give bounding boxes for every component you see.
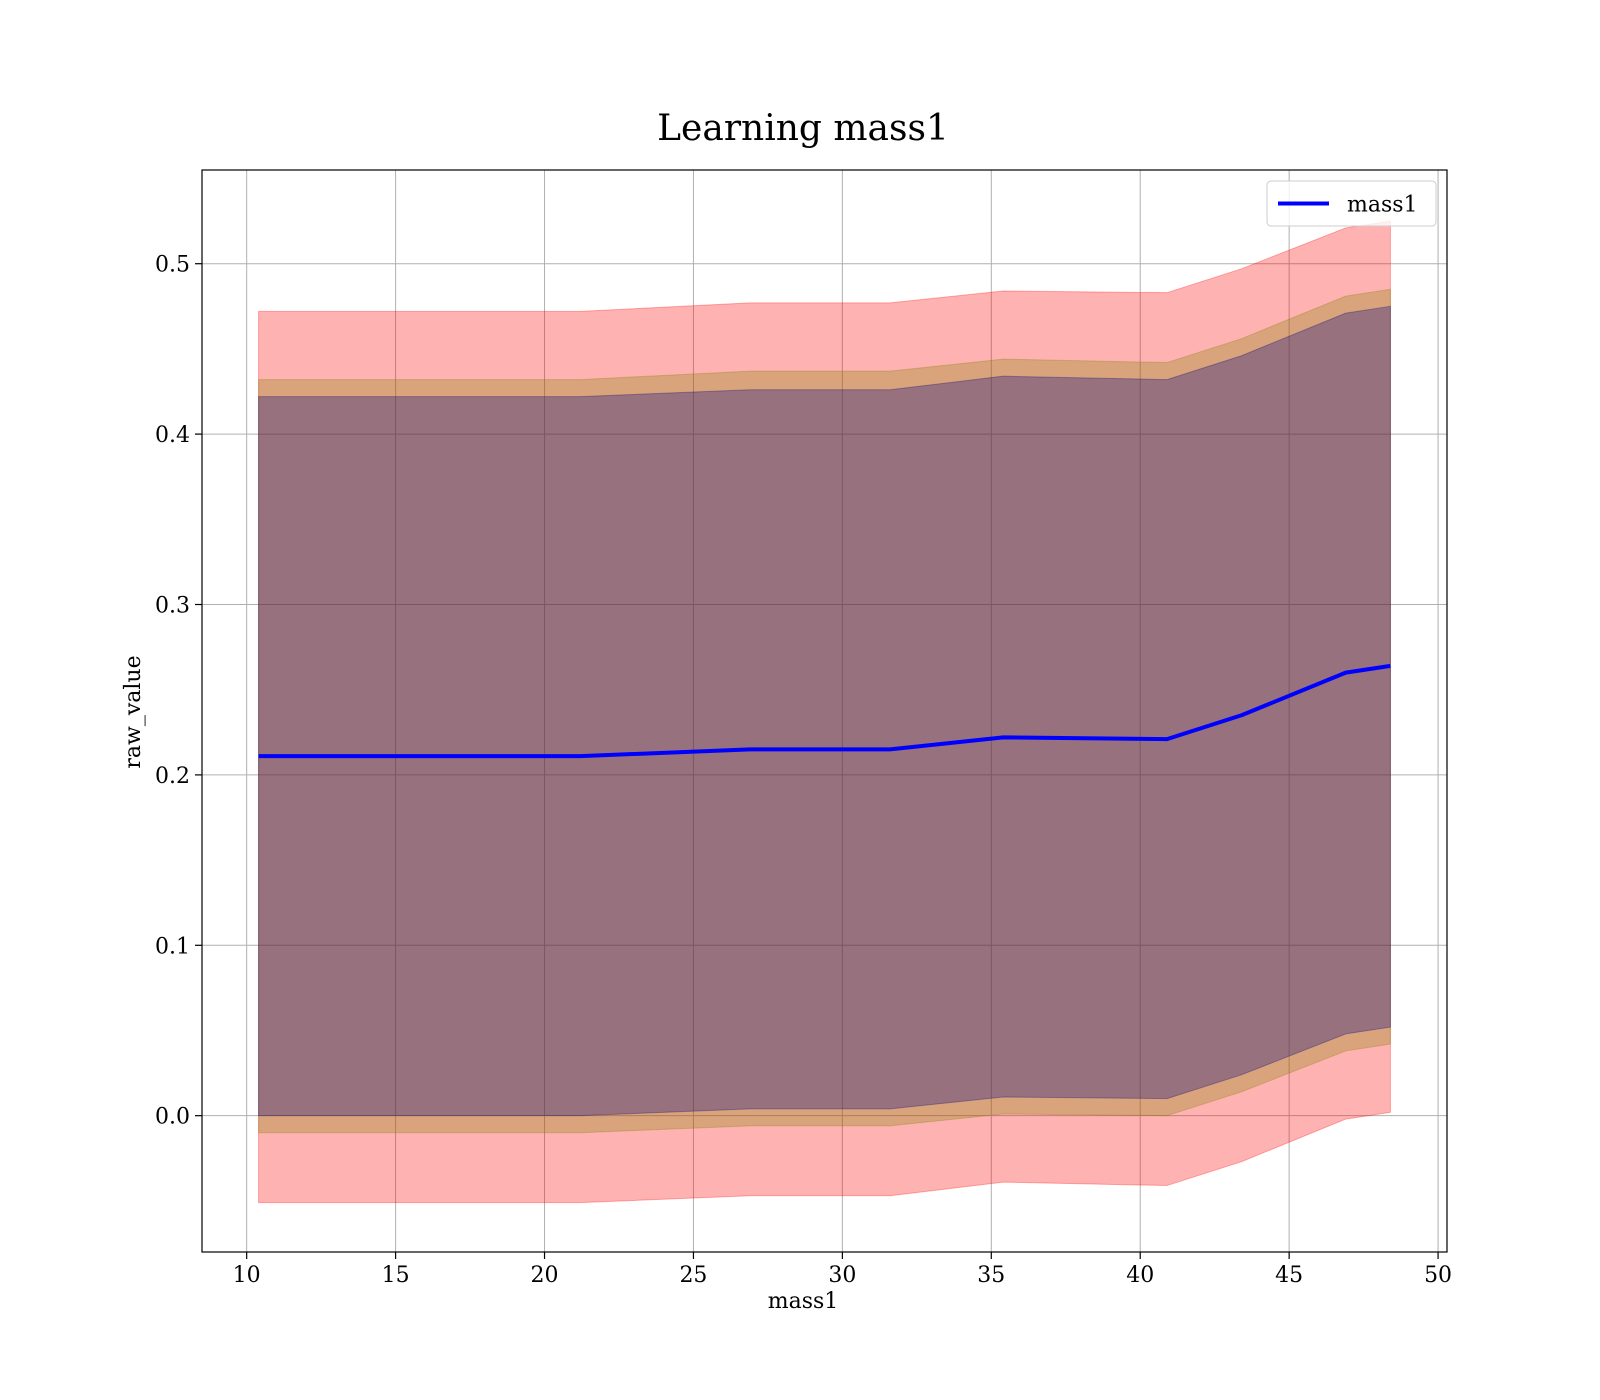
confidence-band-3: [258, 305, 1391, 1117]
y-tick-label: 0.0: [155, 1105, 190, 1130]
legend: mass1: [1266, 180, 1437, 227]
x-tick-label: 30: [828, 1263, 856, 1288]
x-tick-label: 45: [1275, 1263, 1303, 1288]
chart-title: Learning mass1: [657, 108, 949, 149]
y-tick-label: 0.1: [155, 934, 190, 959]
confidence-band-2: [258, 288, 1391, 1134]
y-tick-label: 0.5: [155, 253, 190, 278]
x-axis-label: mass1: [768, 1289, 839, 1314]
grid: [202, 170, 1447, 1252]
x-tick-label: 15: [382, 1263, 410, 1288]
y-tick-label: 0.3: [155, 594, 190, 619]
y-tick-label: 0.4: [155, 423, 190, 448]
confidence-bands: [258, 220, 1391, 1204]
series-line-mass1: [258, 663, 1391, 759]
x-tick-label: 20: [531, 1263, 559, 1288]
plot-frame: [201, 169, 1448, 1253]
x-tick-label: 10: [233, 1263, 261, 1288]
series-lines: [258, 663, 1391, 759]
x-tick-label: 50: [1424, 1263, 1452, 1288]
y-axis-label: raw_value: [121, 655, 146, 768]
y-tick-label: 0.2: [155, 764, 190, 789]
x-tick-label: 35: [977, 1263, 1005, 1288]
axis-ticks: 10 15 20 25 30 35 40 45 50 0.0 0.1 0.2 0.3 0.4 0.5: [155, 253, 1452, 1288]
legend-box: [1266, 180, 1437, 227]
x-tick-label: 40: [1126, 1263, 1154, 1288]
x-tick-label: 25: [679, 1263, 707, 1288]
legend-label: mass1: [1347, 193, 1418, 218]
confidence-band-1: [258, 220, 1391, 1204]
